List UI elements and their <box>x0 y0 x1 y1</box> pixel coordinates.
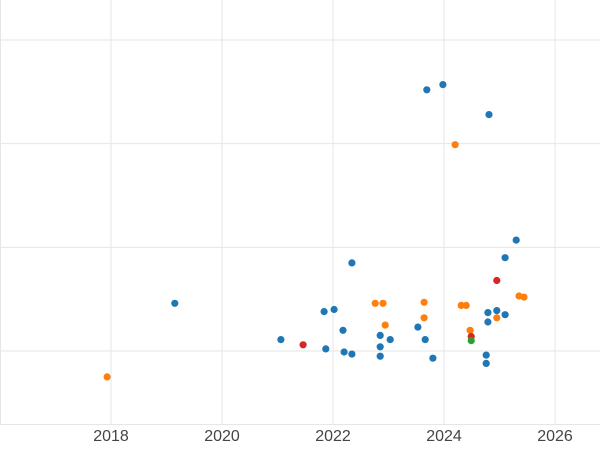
series-red-point <box>299 341 307 349</box>
series-orange-point <box>420 298 428 306</box>
series-blue-point <box>421 336 429 344</box>
series-blue-point <box>322 345 330 353</box>
x-tick-label-2020: 2020 <box>204 428 240 445</box>
series-blue-point <box>414 323 422 331</box>
series-blue-point <box>277 336 285 344</box>
series-blue-point <box>439 81 447 89</box>
series-orange-point <box>103 373 111 381</box>
series-blue-point <box>376 352 384 360</box>
series-blue-point <box>339 326 347 334</box>
x-tick-label-2024: 2024 <box>426 428 462 445</box>
series-orange-point <box>520 293 528 301</box>
series-red-point <box>493 276 501 285</box>
series-orange-point <box>493 314 501 322</box>
x-tick-label-2026: 2026 <box>537 428 573 445</box>
series-blue-point <box>348 259 356 267</box>
scatter-plot <box>0 0 600 425</box>
series-orange-point <box>457 301 465 309</box>
series-orange-point <box>462 301 470 309</box>
series-orange-point <box>371 299 379 307</box>
series-blue-point <box>484 309 492 317</box>
series-orange-point <box>466 326 474 334</box>
series-blue-point <box>320 308 328 316</box>
series-blue-point <box>386 336 394 344</box>
x-axis-tick-labels: 2018 2020 2022 2024 2026 <box>0 425 600 450</box>
series-orange-point <box>381 321 389 329</box>
series-blue-point <box>485 111 493 119</box>
series-blue-point <box>482 351 490 359</box>
series-blue-point <box>501 254 509 262</box>
series-blue-point <box>376 343 384 351</box>
series-green-point <box>467 337 475 345</box>
x-tick-label-2018: 2018 <box>93 428 129 445</box>
series-blue-point <box>348 350 356 358</box>
series-blue-point <box>484 318 492 326</box>
series-blue-point <box>482 359 490 367</box>
x-tick-label-2022: 2022 <box>315 428 351 445</box>
series-blue-point <box>512 236 520 244</box>
series-blue-point <box>501 311 509 319</box>
series-blue-point <box>171 299 179 307</box>
series-orange-point <box>420 314 428 322</box>
series-blue-point <box>340 348 348 356</box>
series-orange-point <box>379 299 387 307</box>
series-blue-point <box>423 86 431 94</box>
series-blue-point <box>330 305 338 314</box>
series-blue-point <box>429 354 437 362</box>
series-orange-point <box>451 141 459 149</box>
series-blue-point <box>493 307 501 315</box>
series-blue-point <box>376 331 384 339</box>
